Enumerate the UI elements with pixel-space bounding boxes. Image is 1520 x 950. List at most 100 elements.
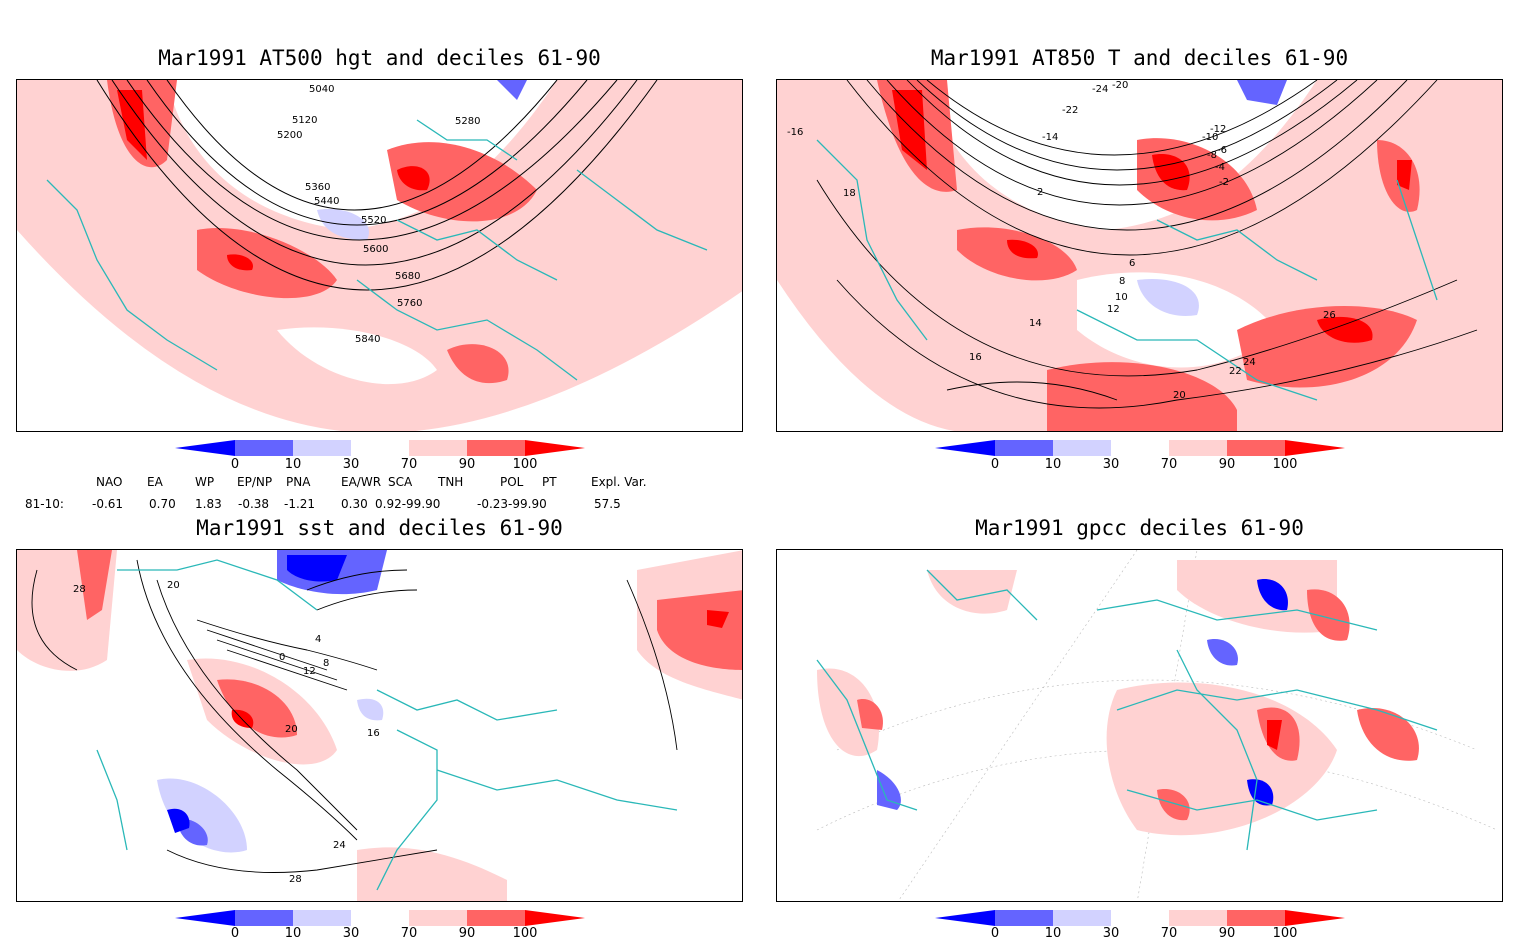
colorbar-tick: 0 — [230, 457, 240, 472]
contour-label: 26 — [1323, 310, 1336, 321]
colorbar-tick: 0 — [230, 926, 240, 941]
panel-title-sst: Mar1991 sst and deciles 61-90 — [196, 516, 563, 540]
colorbar-tick: 10 — [1044, 457, 1062, 472]
contour-label: -6 — [1217, 145, 1227, 156]
contour-label: 5840 — [355, 334, 380, 345]
contour-label: 5760 — [397, 298, 422, 309]
contour-label: 12 — [303, 666, 316, 677]
contour-label: -4 — [1215, 162, 1225, 173]
contour-label: 5120 — [292, 115, 317, 126]
contour-label: -24 — [1092, 84, 1108, 95]
contour-label: 5600 — [363, 244, 388, 255]
contour-labels: 28 20 0 4 8 12 16 20 24 28 — [73, 580, 380, 885]
contour-label: 24 — [1243, 357, 1256, 368]
contour-label: 22 — [1229, 366, 1242, 377]
index-header: Expl. Var. — [591, 475, 647, 489]
index-header: EA/WR — [341, 475, 382, 489]
teleconnection-indices: NAO EA WP EP/NP PNA EA/WR SCA TNH POL PT… — [0, 475, 760, 515]
contour-label: 16 — [367, 728, 380, 739]
index-header: PT — [542, 475, 557, 489]
contour-label: -8 — [1207, 150, 1217, 161]
contour-label: 5200 — [277, 130, 302, 141]
contour-label: -16 — [787, 127, 803, 138]
colorbar-tick: 100 — [1272, 926, 1298, 941]
map-hgt: 5040 5120 5200 5280 5360 5440 5520 5600 … — [16, 79, 743, 432]
colorbar-tick: 90 — [1218, 926, 1236, 941]
colorbar-tick: 70 — [400, 457, 418, 472]
contour-label: 14 — [1029, 318, 1042, 329]
contour-label: 20 — [167, 580, 180, 591]
panel-title-hgt: Mar1991 AT500 hgt and deciles 61-90 — [158, 46, 601, 70]
contour-label: 5040 — [309, 84, 334, 95]
index-value: 57.5 — [594, 497, 621, 511]
index-value: -0.23-99.90 — [477, 497, 547, 511]
colorbar-t850: 0 10 30 70 90 100 — [935, 440, 1355, 480]
colorbar-tick: 70 — [1160, 926, 1178, 941]
contour-label: 28 — [289, 874, 302, 885]
contour-label: 8 — [323, 658, 329, 669]
index-value: -0.61 — [92, 497, 124, 511]
contour-label: -12 — [1210, 124, 1226, 135]
index-value: 0.30 — [341, 497, 368, 511]
map-sst: 28 20 0 4 8 12 16 20 24 28 — [16, 549, 743, 902]
index-header: NAO — [96, 475, 123, 489]
map-t850: -24 -22 -20 -16 -14 -12 -10 -8 -6 -4 -2 … — [776, 79, 1503, 432]
contour-label: -22 — [1062, 105, 1078, 116]
contour-labels: -24 -22 -20 -16 -14 -12 -10 -8 -6 -4 -2 … — [787, 80, 1336, 401]
contour-label: 24 — [333, 840, 346, 851]
colorbar-tick: 100 — [512, 926, 538, 941]
contour-label: 20 — [285, 724, 298, 735]
index-value: -0.38 — [238, 497, 270, 511]
contour-label: 5280 — [455, 116, 480, 127]
index-header: SCA — [388, 475, 413, 489]
colorbar-sst: 0 10 30 70 90 100 — [175, 910, 595, 950]
colorbar-tick: 0 — [990, 926, 1000, 941]
colorbar-tick: 10 — [284, 457, 302, 472]
contour-label: 18 — [843, 188, 856, 199]
colorbar-tick: 0 — [990, 457, 1000, 472]
contour-labels: 5040 5120 5200 5280 5360 5440 5520 5600 … — [277, 84, 480, 345]
colorbar-tick: 30 — [342, 457, 360, 472]
colorbar-tick: 90 — [458, 457, 476, 472]
contour-label: 2 — [1037, 187, 1043, 198]
contour-label: 5520 — [361, 215, 386, 226]
contour-label: 8 — [1119, 276, 1125, 287]
contour-label: 10 — [1115, 292, 1128, 303]
contour-label: 5440 — [314, 196, 339, 207]
panel-title-gpcc: Mar1991 gpcc deciles 61-90 — [975, 516, 1304, 540]
index-header: EP/NP — [237, 475, 273, 489]
index-value: -1.21 — [284, 497, 316, 511]
contour-label: -14 — [1042, 132, 1058, 143]
index-header: WP — [195, 475, 215, 489]
colorbar-tick: 30 — [1102, 926, 1120, 941]
contour-label: 0 — [279, 652, 285, 663]
index-value: 0.70 — [149, 497, 176, 511]
contour-label: 12 — [1107, 304, 1120, 315]
colorbar-tick: 100 — [1272, 457, 1298, 472]
contour-label: 4 — [315, 634, 321, 645]
colorbar-hgt: 0 10 30 70 90 100 — [175, 440, 595, 480]
index-value: 1.83 — [195, 497, 222, 511]
contour-label: 5680 — [395, 271, 420, 282]
colorbar-tick: 30 — [342, 926, 360, 941]
colorbar-tick: 90 — [1218, 457, 1236, 472]
contour-label: 5360 — [305, 182, 330, 193]
colorbar-gpcc: 0 10 30 70 90 100 — [935, 910, 1355, 950]
contour-label: -2 — [1219, 177, 1229, 188]
colorbar-tick: 30 — [1102, 457, 1120, 472]
map-gpcc — [776, 549, 1503, 902]
contour-label: 16 — [969, 352, 982, 363]
colorbar-tick: 10 — [1044, 926, 1062, 941]
colorbar-tick: 100 — [512, 457, 538, 472]
colorbar-tick: 90 — [458, 926, 476, 941]
index-header: PNA — [286, 475, 311, 489]
colorbar-tick: 70 — [400, 926, 418, 941]
contour-label: -10 — [1202, 132, 1218, 143]
index-value: 0.92-99.90 — [375, 497, 441, 511]
contour-label: 6 — [1129, 258, 1135, 269]
index-header: TNH — [438, 475, 464, 489]
contour-label: 20 — [1173, 390, 1186, 401]
colorbar-tick: 10 — [284, 926, 302, 941]
index-header: POL — [500, 475, 524, 489]
contour-label: -20 — [1112, 80, 1128, 91]
